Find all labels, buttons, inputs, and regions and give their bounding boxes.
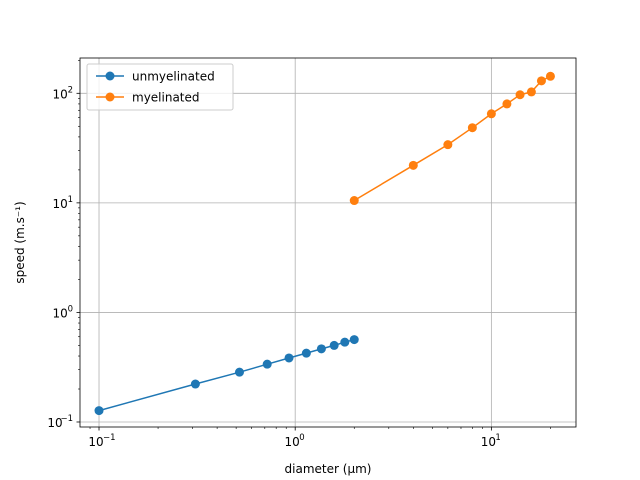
data-point xyxy=(515,90,525,100)
data-point xyxy=(545,71,555,81)
series-unmyelinated xyxy=(94,335,359,416)
data-point xyxy=(234,367,244,377)
legend-marker xyxy=(105,92,115,102)
y-axis-label: speed (m.s⁻¹) xyxy=(13,201,27,283)
series-layer xyxy=(94,71,555,416)
y-tick-label: 10 xyxy=(47,416,62,430)
data-point xyxy=(94,406,104,416)
data-point xyxy=(486,109,496,119)
x-tick-label: 10 xyxy=(481,435,496,449)
legend-item-myelinated: myelinated xyxy=(96,91,200,105)
y-tick-label: 10 xyxy=(53,306,68,320)
x-tick-exponent: 1 xyxy=(495,433,500,443)
data-point xyxy=(190,379,200,389)
series-line xyxy=(98,338,355,412)
data-point xyxy=(262,359,272,369)
legend-label: unmyelinated xyxy=(132,70,215,84)
y-tick-exponent: 2 xyxy=(68,85,73,95)
series-myelinated xyxy=(349,71,555,206)
x-tick-exponent: 0 xyxy=(299,433,304,443)
data-point xyxy=(467,123,477,133)
x-tick-label: 10 xyxy=(88,435,103,449)
legend-label: myelinated xyxy=(132,91,200,105)
y-tick-exponent: 1 xyxy=(68,195,73,205)
data-point xyxy=(349,335,359,345)
y-tick-exponent: −1 xyxy=(60,414,73,424)
series-line xyxy=(353,75,551,202)
data-point xyxy=(443,140,453,150)
data-point xyxy=(408,160,418,170)
data-point xyxy=(329,340,339,350)
grid xyxy=(80,58,576,427)
data-point xyxy=(526,87,536,97)
legend-item-unmyelinated: unmyelinated xyxy=(96,70,215,84)
data-point xyxy=(536,76,546,86)
legend-marker xyxy=(105,71,115,81)
x-tick-label: 10 xyxy=(285,435,300,449)
data-point xyxy=(316,344,326,354)
data-point xyxy=(502,99,512,109)
data-point xyxy=(349,196,359,206)
y-tick-label: 10 xyxy=(53,87,68,101)
y-tick-label: 10 xyxy=(53,197,68,211)
plot-frame xyxy=(79,57,577,428)
data-point xyxy=(284,353,294,363)
legend: unmyelinated myelinated xyxy=(86,63,234,111)
y-tick-exponent: 0 xyxy=(68,304,73,314)
data-point xyxy=(340,337,350,347)
x-axis-label: diameter (μm) xyxy=(285,462,372,476)
data-point xyxy=(301,348,311,358)
x-tick-exponent: −1 xyxy=(103,433,116,443)
